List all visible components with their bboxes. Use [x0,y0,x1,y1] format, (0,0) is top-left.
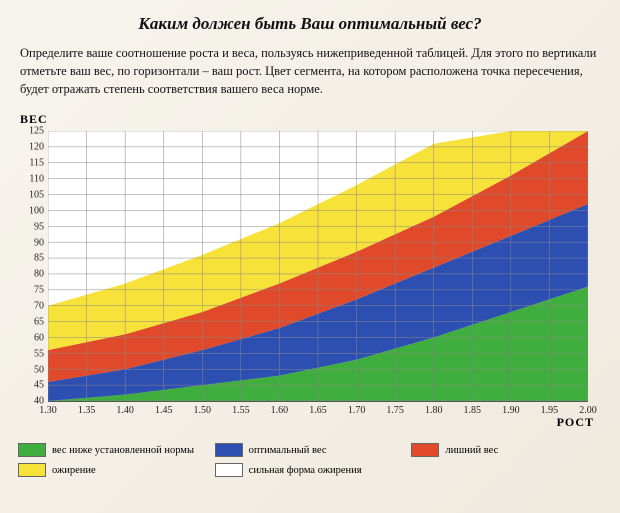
y-tick: 50 [18,364,44,375]
legend-swatch [215,443,243,457]
x-tick: 1.40 [116,405,134,416]
x-tick: 1.90 [502,405,520,416]
x-tick: 1.65 [309,405,327,416]
chart-plot-area [48,131,588,402]
description-text: Определите ваше соотношение роста и веса… [20,44,600,98]
x-tick: 1.60 [271,405,289,416]
y-tick: 80 [18,269,44,280]
legend-swatch [18,463,46,477]
chart-svg [48,131,588,401]
page-container: Каким должен быть Ваш оптимальный вес? О… [0,0,620,513]
page-title: Каким должен быть Ваш оптимальный вес? [18,14,602,34]
y-tick: 115 [18,158,44,169]
x-tick: 1.55 [232,405,250,416]
y-tick: 60 [18,332,44,343]
legend-label: вес ниже установленной нормы [52,445,209,456]
y-tick: 45 [18,380,44,391]
legend-label: сильная форма ожирения [249,465,406,476]
y-tick: 110 [18,174,44,185]
y-tick: 105 [18,189,44,200]
legend: вес ниже установленной нормы оптимальный … [18,443,602,477]
legend-swatch [411,443,439,457]
x-tick: 1.80 [425,405,443,416]
legend-label: ожирение [52,465,209,476]
y-tick: 120 [18,142,44,153]
y-tick: 65 [18,316,44,327]
y-tick: 125 [18,126,44,137]
x-tick: 1.85 [464,405,482,416]
y-tick: 55 [18,348,44,359]
x-tick: 1.70 [348,405,366,416]
y-tick: 85 [18,253,44,264]
legend-swatch [18,443,46,457]
x-tick: 1.95 [541,405,559,416]
chart-container: 4045505560657075808590951001051101151201… [18,127,602,437]
y-tick: 75 [18,285,44,296]
y-tick: 70 [18,301,44,312]
x-tick: 1.45 [155,405,173,416]
x-tick: 1.30 [39,405,57,416]
legend-label: лишний вес [445,445,602,456]
y-tick: 95 [18,221,44,232]
x-axis-label: РОСТ [557,415,594,430]
legend-label: оптимальный вес [249,445,406,456]
y-axis-label: ВЕС [20,112,602,127]
legend-swatch [215,463,243,477]
x-tick: 1.50 [194,405,212,416]
x-tick: 1.75 [386,405,404,416]
x-tick: 1.35 [78,405,96,416]
y-tick: 90 [18,237,44,248]
y-tick: 100 [18,205,44,216]
